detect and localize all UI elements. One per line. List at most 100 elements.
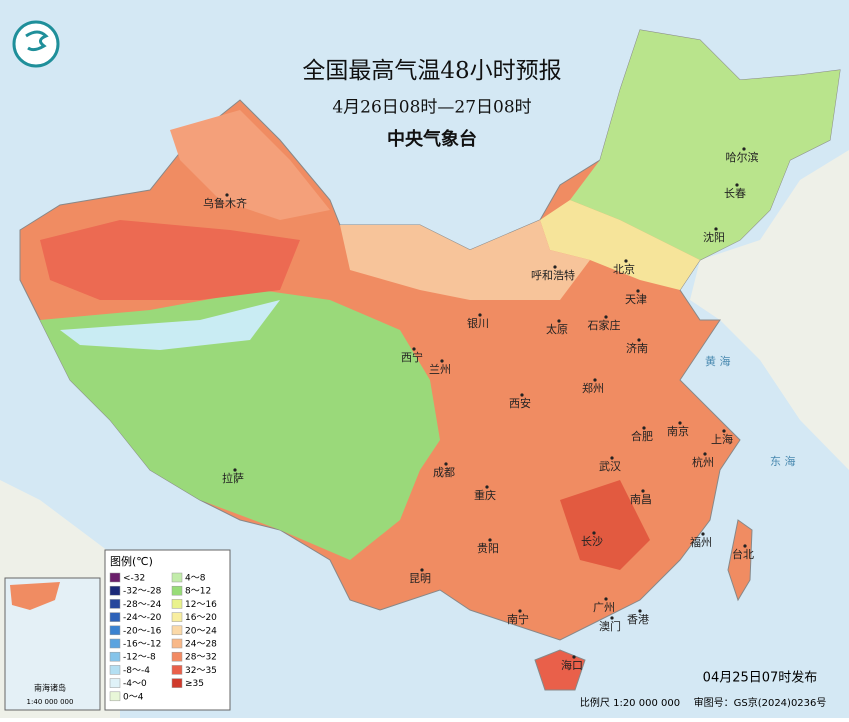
- city-dot: [593, 378, 597, 382]
- basin-zone: [40, 220, 300, 300]
- city-label: 石家庄: [588, 318, 621, 332]
- city-dot: [610, 456, 614, 460]
- city-dot: [592, 531, 596, 535]
- city-dot: [742, 147, 746, 151]
- legend-label: 28～32: [185, 653, 217, 663]
- northeast-zone: [570, 30, 840, 260]
- north-zone: [540, 200, 700, 290]
- logo: [12, 20, 60, 68]
- city-dot: [225, 193, 229, 197]
- cold-zone: [60, 300, 280, 350]
- city-label: 海口: [561, 658, 583, 672]
- city-label: 贵阳: [477, 542, 499, 555]
- city-dot: [520, 393, 524, 397]
- city-label: 呼和浩特: [531, 268, 575, 282]
- sea-label: 东 海: [770, 454, 796, 468]
- legend-swatch: [109, 665, 121, 675]
- city-label: 上海: [711, 432, 733, 446]
- city-label: 合肥: [631, 429, 653, 443]
- city-dot: [233, 468, 237, 472]
- title: 全国最高气温48小时预报: [302, 58, 561, 84]
- city-label: 成都: [433, 466, 455, 479]
- issue-time: 04月25日07时发布: [703, 670, 818, 686]
- city-label: 长春: [724, 187, 746, 200]
- city-label: 西宁: [401, 350, 423, 364]
- city-dot: [478, 313, 482, 317]
- legend-label: 20～24: [185, 626, 217, 636]
- legend-swatch: [109, 638, 121, 649]
- city-dot: [420, 568, 424, 572]
- city-label: 杭州: [692, 455, 714, 469]
- legend-label: 0～4: [123, 692, 144, 702]
- legend-label: 16～20: [185, 613, 217, 623]
- city-label: 太原: [546, 323, 568, 336]
- city-label: 哈尔滨: [726, 150, 759, 164]
- city-label: 沈阳: [703, 230, 725, 244]
- city-dot: [714, 227, 718, 231]
- legend-label: -32～-28: [123, 587, 162, 597]
- legend-swatch: [171, 638, 183, 649]
- legend-label: -24～-20: [123, 613, 162, 623]
- city-dot: [642, 426, 646, 430]
- legend-swatch: [171, 585, 183, 596]
- city-label: 西安: [509, 396, 531, 410]
- city-dot: [722, 429, 726, 433]
- inset-label: 南海诸岛: [34, 683, 66, 693]
- taiwan: [727, 519, 753, 602]
- city-dot: [638, 609, 642, 613]
- legend-label: -20～-16: [123, 626, 162, 636]
- scale: 比例尺 1:20 000 000: [580, 696, 680, 709]
- legend-swatch: [171, 599, 183, 609]
- city-label: 银川: [467, 316, 489, 330]
- legend-label: 4～8: [185, 574, 206, 584]
- legend-swatch: [171, 678, 183, 688]
- legend-label: 32～35: [185, 666, 217, 676]
- legend-label: 24～28: [185, 640, 217, 650]
- city-dot: [624, 259, 628, 263]
- city-label: 香港: [627, 613, 649, 626]
- legend-swatch: [171, 651, 183, 662]
- legend-label: 8～12: [185, 587, 211, 597]
- city-label: 南京: [667, 424, 689, 438]
- city-label: 广州: [593, 601, 615, 614]
- city-dot: [678, 421, 682, 425]
- city-label: 长沙: [581, 535, 603, 548]
- city-label: 天津: [625, 293, 647, 306]
- hainan: [534, 649, 586, 691]
- legend-label: -16～-12: [123, 640, 161, 650]
- city-dot: [743, 544, 747, 548]
- legend-label: -4～0: [123, 679, 147, 689]
- city-label: 昆明: [409, 572, 431, 585]
- city-label: 南昌: [630, 493, 652, 506]
- legend-swatch: [109, 678, 121, 688]
- legend-label: 12～16: [185, 600, 217, 610]
- city-dot: [440, 359, 444, 363]
- city-label: 郑州: [582, 381, 604, 395]
- inset-scale: 1:40 000 000: [27, 698, 74, 706]
- legend-label: <-32: [123, 574, 145, 584]
- city-dot: [412, 347, 416, 351]
- city-label: 重庆: [474, 488, 496, 502]
- legend-label: -12～-8: [123, 653, 156, 663]
- inner-mongolia-zone: [340, 220, 590, 300]
- city-label: 南宁: [507, 612, 529, 626]
- legend-box: [104, 549, 231, 711]
- sea-label: 黄 海: [705, 354, 731, 368]
- legend-swatch: [109, 599, 121, 609]
- city-dot: [735, 183, 739, 187]
- city-dot: [444, 462, 448, 466]
- legend-swatch: [109, 651, 121, 662]
- inset-land: [10, 582, 60, 610]
- legend-label: -8～-4: [123, 666, 150, 676]
- legend-swatch: [109, 625, 121, 636]
- legend-swatch: [109, 691, 121, 702]
- city-dot: [518, 609, 522, 613]
- city-dot: [636, 289, 640, 293]
- city-label: 济南: [626, 341, 648, 355]
- city-dot: [604, 315, 608, 319]
- issuer: 中央气象台: [387, 128, 477, 150]
- legend-label: ≥35: [185, 679, 204, 689]
- city-label: 北京: [613, 262, 635, 276]
- city-label: 福州: [690, 535, 712, 549]
